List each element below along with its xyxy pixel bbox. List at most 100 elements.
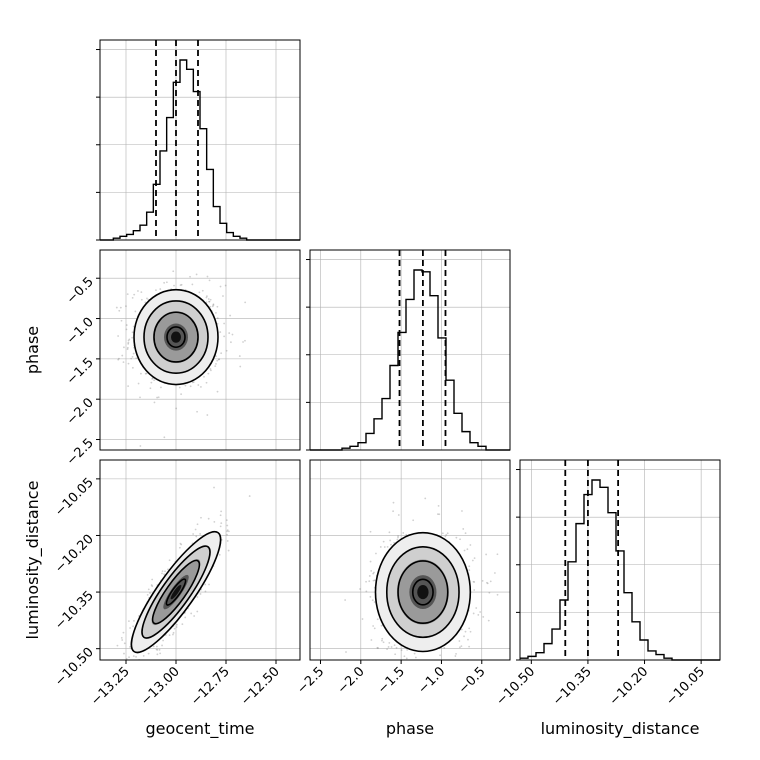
panel-phase-vs-luminosity-distance-point xyxy=(459,538,461,541)
panel-geocent-time-vs-luminosity-distance-point xyxy=(151,578,154,581)
panel-phase-vs-luminosity-distance-point xyxy=(365,580,367,583)
panel-geocent-time-vs-luminosity-distance-point xyxy=(147,588,150,591)
panel-geocent-time-vs-phase-point xyxy=(189,275,191,278)
panel-phase-vs-luminosity-distance-point xyxy=(487,619,490,622)
panel-geocent-time-vs-luminosity-distance-point xyxy=(194,528,197,531)
panel-geocent-time-vs-luminosity-distance-point xyxy=(180,543,183,546)
panel-geocent-time-vs-phase-point xyxy=(217,358,220,361)
panel-phase-vs-luminosity-distance-point xyxy=(414,656,417,659)
panel-geocent-time-vs-phase-point xyxy=(214,365,217,367)
panel-geocent-time-vs-luminosity-distance-point xyxy=(227,549,230,552)
ytick-label-luminosity-distance-3: −10.05 xyxy=(52,475,97,520)
panel-geocent-time-vs-phase-point xyxy=(205,301,208,304)
panel-geocent-time-vs-phase-point xyxy=(131,355,134,358)
panel-geocent-time-vs-phase-point xyxy=(146,297,148,300)
panel-phase-vs-luminosity-distance-point xyxy=(458,646,461,649)
panel-phase-vs-luminosity-distance-point xyxy=(392,510,395,513)
panel-phase-vs-luminosity-distance-point xyxy=(359,588,361,590)
panel-geocent-time-vs-luminosity-distance-point xyxy=(130,665,132,667)
panel-phase-vs-luminosity-distance-point xyxy=(485,553,488,556)
panel-geocent-time-vs-phase-point xyxy=(200,386,202,388)
xtick-label-geocent-time-0: −13.25 xyxy=(88,664,133,709)
panel-geocent-time-vs-luminosity-distance-point xyxy=(226,529,229,532)
panel-phase-vs-luminosity-distance-point xyxy=(464,532,467,535)
panel-geocent-time-vs-phase-point xyxy=(206,275,209,278)
panel-geocent-time-vs-phase-point xyxy=(127,339,130,342)
panel-phase-vs-luminosity-distance-contour-outer xyxy=(374,531,472,653)
panel-geocent-time-vs-phase-point xyxy=(215,355,217,358)
panel-phase-vs-luminosity-distance-point xyxy=(469,544,472,546)
panel-geocent-time-vs-phase-point xyxy=(159,288,162,290)
panel-geocent-time-vs-phase-point xyxy=(216,359,219,362)
panel-geocent-time-vs-luminosity-distance-contour-2 xyxy=(141,545,211,639)
panel-geocent-time-vs-phase-point xyxy=(157,396,160,399)
panel-phase-vs-luminosity-distance-point xyxy=(403,655,406,658)
panel-phase-vs-luminosity-distance-point xyxy=(493,572,496,574)
panel-phase-vs-luminosity-distance-frame xyxy=(309,459,511,661)
panel-geocent-time-vs-luminosity-distance-point xyxy=(193,615,196,617)
panel-phase-vs-luminosity-distance-point xyxy=(467,638,469,641)
panel-phase-vs-luminosity-distance-point xyxy=(387,646,390,648)
hist-geocent-time-grid xyxy=(100,40,300,240)
panel-geocent-time-vs-phase-point xyxy=(150,381,153,384)
panel-phase-vs-luminosity-distance-point xyxy=(441,532,444,535)
panel-geocent-time-vs-phase-density-5 xyxy=(171,331,181,343)
panel-geocent-time-vs-luminosity-distance-point xyxy=(119,662,121,664)
panel-phase-vs-luminosity-distance-point xyxy=(392,501,395,504)
xlabel-luminosity-distance: luminosity_distance xyxy=(541,719,700,739)
panel-geocent-time-vs-phase-point xyxy=(140,291,143,293)
panel-phase-vs-luminosity-distance-point xyxy=(371,599,374,602)
panel-geocent-time-vs-phase-point xyxy=(208,279,211,282)
panel-geocent-time-vs-phase-point xyxy=(122,361,125,364)
panel-phase-vs-luminosity-distance-point xyxy=(458,640,461,642)
panel-geocent-time-vs-phase-point xyxy=(115,306,118,309)
panel-phase-vs-luminosity-distance-point xyxy=(382,540,385,543)
panel-geocent-time-vs-phase-point xyxy=(242,341,244,343)
xtick-label-luminosity-distance-0: −10.50 xyxy=(494,664,539,709)
panel-geocent-time-vs-phase-point xyxy=(127,343,130,345)
panel-geocent-time-vs-luminosity-distance-point xyxy=(196,610,199,613)
panel-geocent-time-vs-phase-point xyxy=(131,296,134,299)
panel-phase-vs-luminosity-distance-point xyxy=(464,630,467,633)
ytick-label-phase-0: −2.5 xyxy=(64,436,97,469)
panel-phase-vs-luminosity-distance-point xyxy=(468,565,471,568)
panel-phase-vs-luminosity-distance-point xyxy=(468,569,471,572)
hist-phase-step xyxy=(310,269,510,451)
panel-geocent-time-vs-phase-point xyxy=(180,393,183,396)
panel-geocent-time-vs-luminosity-distance-point xyxy=(248,495,251,497)
panel-phase-vs-luminosity-distance-point xyxy=(381,639,383,642)
panel-geocent-time-vs-luminosity-distance-point xyxy=(158,648,161,651)
panel-geocent-time-vs-luminosity-distance-point xyxy=(129,645,131,648)
panel-geocent-time-vs-luminosity-distance-point xyxy=(167,568,169,571)
panel-geocent-time-vs-luminosity-distance-grid xyxy=(100,460,300,660)
panel-geocent-time-vs-luminosity-distance-point xyxy=(103,674,105,676)
panel-phase-vs-luminosity-distance-point xyxy=(376,646,379,649)
ytick-label-phase-3: −1.0 xyxy=(64,315,97,348)
panel-geocent-time-vs-luminosity-distance-point xyxy=(120,636,123,639)
panel-geocent-time-vs-phase-point xyxy=(120,319,123,322)
panel-geocent-time-vs-luminosity-distance-point xyxy=(163,573,166,576)
panel-geocent-time-vs-phase-point xyxy=(222,295,224,297)
panel-geocent-time-vs-phase-point xyxy=(189,385,192,388)
panel-geocent-time-vs-luminosity-distance-point xyxy=(123,663,125,665)
panel-phase-vs-luminosity-distance-contour-2 xyxy=(385,545,460,639)
panel-geocent-time-vs-phase-point xyxy=(201,289,204,292)
panel-geocent-time-vs-phase-point xyxy=(145,372,148,375)
panel-geocent-time-vs-luminosity-distance-point xyxy=(123,652,125,655)
ytick-label-luminosity-distance-0: −10.50 xyxy=(52,645,97,690)
panel-geocent-time-vs-phase-point xyxy=(195,273,198,276)
panel-geocent-time-vs-luminosity-distance-point xyxy=(114,667,116,669)
ytick-label-luminosity-distance-2: −10.20 xyxy=(52,532,97,577)
panel-geocent-time-vs-phase-point xyxy=(211,305,214,308)
panel-geocent-time-vs-luminosity-distance-point xyxy=(156,648,159,651)
panel-phase-vs-luminosity-distance-point xyxy=(482,616,485,618)
panel-geocent-time-vs-phase-point xyxy=(173,284,175,287)
panel-geocent-time-vs-luminosity-distance-point xyxy=(142,655,145,657)
panel-geocent-time-vs-phase-point xyxy=(178,386,181,389)
ytick-label-phase-2: −1.5 xyxy=(64,355,97,388)
panel-geocent-time-vs-phase-point xyxy=(238,355,241,357)
panel-geocent-time-vs-phase-point xyxy=(126,293,129,296)
panel-geocent-time-vs-phase-point xyxy=(128,338,131,341)
panel-phase-vs-luminosity-distance-point xyxy=(381,663,383,665)
panel-geocent-time-vs-luminosity-distance-point xyxy=(128,656,130,659)
